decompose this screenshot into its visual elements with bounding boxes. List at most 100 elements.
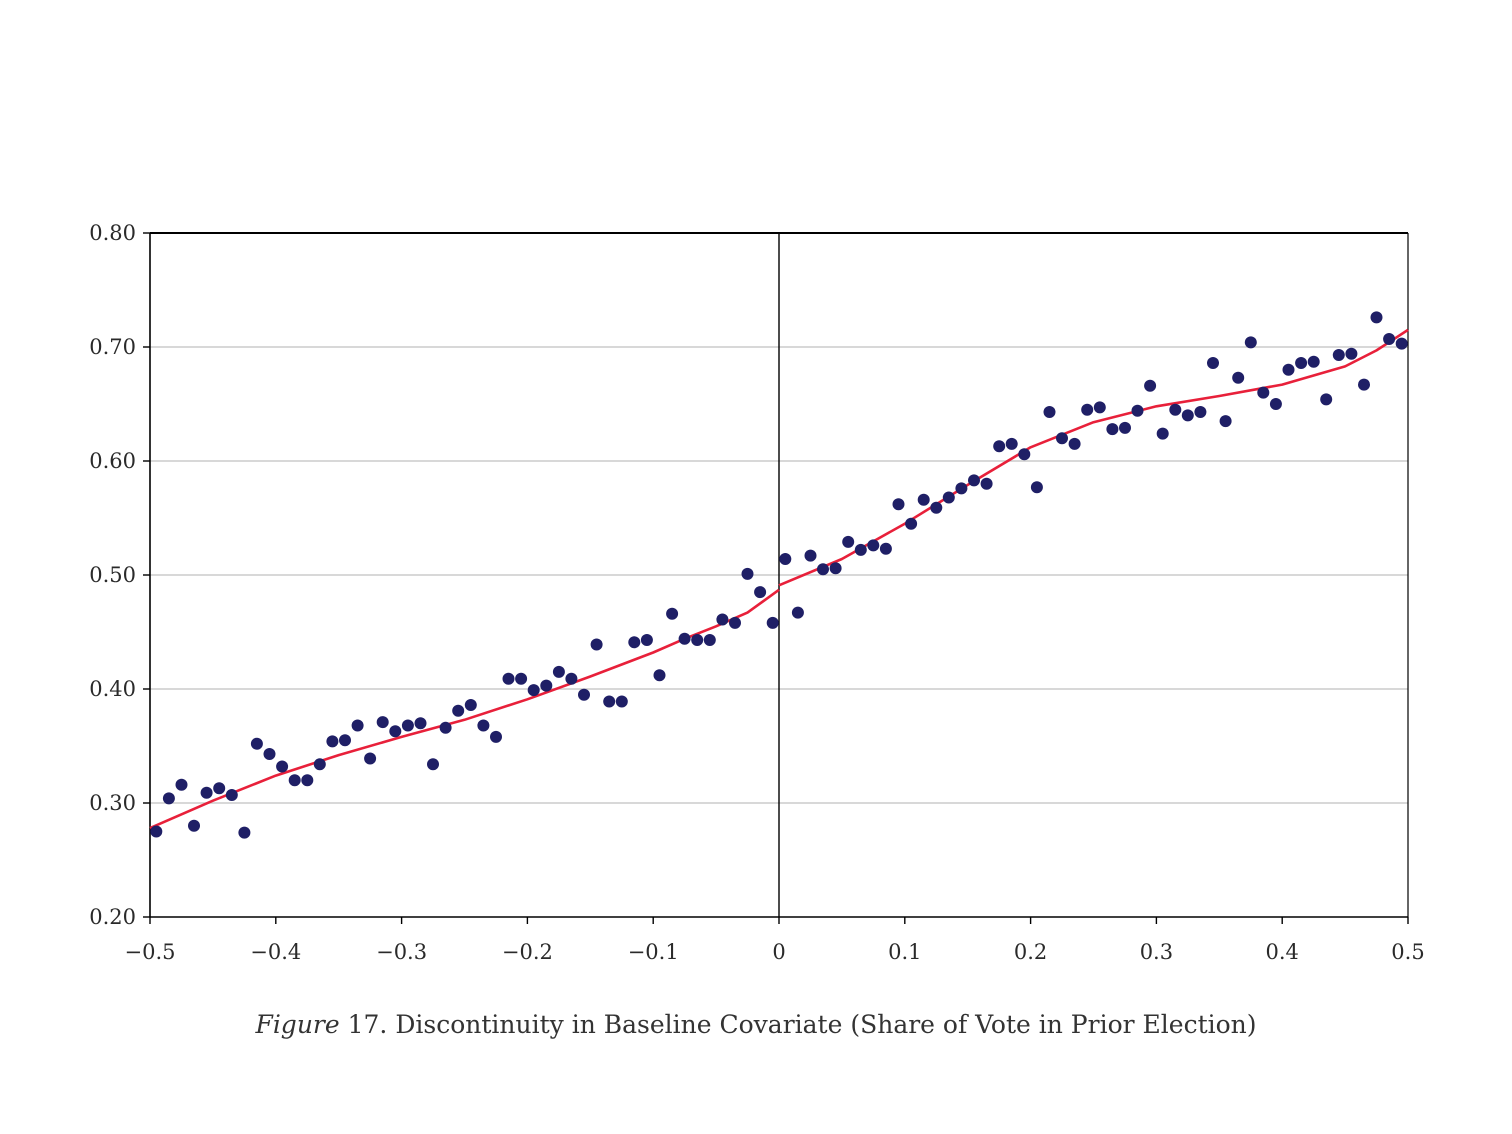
- data-point: [502, 672, 515, 685]
- data-point: [1257, 386, 1270, 399]
- data-point: [414, 717, 427, 730]
- data-point: [980, 477, 993, 490]
- data-point: [653, 669, 666, 682]
- data-point: [250, 737, 263, 750]
- y-tick-label: 0.80: [89, 221, 136, 245]
- data-point: [1030, 481, 1043, 494]
- data-point: [1043, 406, 1056, 418]
- data-point: [968, 474, 980, 487]
- data-point: [993, 440, 1006, 453]
- data-point: [1232, 371, 1245, 384]
- data-point: [1056, 432, 1068, 445]
- data-point: [439, 721, 452, 734]
- y-tick-label: 0.40: [89, 677, 136, 701]
- data-point: [150, 825, 163, 838]
- data-points: [150, 311, 1408, 839]
- caption-text: 17. Discontinuity in Baseline Covariate …: [347, 1010, 1257, 1039]
- y-tick-label: 0.20: [89, 905, 136, 929]
- data-point: [1370, 311, 1383, 324]
- x-tick-label: −0.5: [125, 940, 176, 964]
- data-point: [1307, 355, 1320, 368]
- data-point: [628, 636, 641, 649]
- data-point: [1207, 357, 1219, 369]
- data-point: [276, 760, 289, 773]
- data-point: [162, 792, 175, 805]
- x-tick-label: 0: [772, 940, 785, 964]
- data-point: [879, 542, 892, 555]
- data-point: [188, 819, 200, 832]
- data-point: [1345, 347, 1358, 360]
- data-point: [351, 719, 364, 732]
- data-point: [339, 734, 351, 747]
- data-point: [263, 748, 276, 760]
- data-point: [829, 562, 842, 575]
- data-point: [1194, 406, 1207, 418]
- data-point: [1131, 404, 1144, 417]
- x-tick-label: −0.1: [628, 940, 679, 964]
- data-point: [1295, 357, 1308, 369]
- data-point: [1005, 437, 1018, 450]
- data-point: [716, 613, 729, 626]
- data-point: [565, 672, 578, 685]
- data-point: [515, 672, 528, 685]
- data-point: [1156, 427, 1169, 440]
- x-tick-label: −0.2: [502, 940, 553, 964]
- data-point: [867, 539, 880, 552]
- y-tick-label: 0.50: [89, 563, 136, 587]
- data-point: [200, 786, 213, 799]
- x-tick-label: 0.4: [1265, 940, 1298, 964]
- fitted-lines: [149, 328, 1409, 830]
- data-point: [930, 501, 943, 514]
- data-point: [1018, 448, 1031, 461]
- data-point: [892, 498, 905, 511]
- data-point: [552, 665, 565, 678]
- data-point: [301, 774, 314, 787]
- data-point: [779, 553, 792, 565]
- data-point: [225, 789, 238, 801]
- x-tick-label: 0.1: [888, 940, 921, 964]
- fit-line: [149, 588, 780, 830]
- data-point: [741, 567, 754, 580]
- data-point: [376, 716, 389, 729]
- x-tick-label: −0.3: [376, 940, 427, 964]
- y-tick-label: 0.30: [89, 791, 136, 815]
- data-point: [804, 549, 817, 562]
- data-point: [427, 758, 439, 771]
- data-point: [1358, 378, 1370, 391]
- data-point: [678, 632, 691, 645]
- data-point: [1332, 349, 1345, 361]
- data-point: [942, 491, 955, 504]
- data-point: [452, 704, 465, 717]
- data-point: [1282, 363, 1295, 376]
- data-point: [313, 758, 326, 771]
- data-point: [905, 517, 918, 530]
- data-point: [238, 826, 251, 839]
- x-tick-label: 0.2: [1014, 940, 1047, 964]
- data-point: [766, 616, 779, 629]
- data-point: [1219, 415, 1232, 428]
- data-point: [1144, 379, 1157, 392]
- data-point: [1269, 398, 1282, 410]
- data-point: [590, 638, 603, 651]
- figure-caption: Figure 17. Discontinuity in Baseline Cov…: [0, 1010, 1512, 1039]
- data-point: [175, 778, 188, 791]
- data-point: [754, 586, 767, 599]
- tick-labels: −0.5 −0.4 −0.3 −0.2 −0.1 0 0.1 0.2 0.3 0.4 0.5 0.20…: [89, 221, 1424, 964]
- data-point: [1169, 403, 1182, 416]
- data-point: [729, 616, 741, 629]
- data-point: [401, 719, 414, 732]
- data-point: [213, 782, 226, 795]
- data-point: [817, 563, 829, 576]
- data-point: [490, 730, 502, 743]
- data-point: [288, 774, 301, 787]
- data-point: [464, 699, 477, 711]
- y-tick-label: 0.70: [89, 335, 136, 359]
- y-tick-label: 0.60: [89, 449, 136, 473]
- data-point: [540, 679, 553, 692]
- fit-line: [778, 328, 1409, 587]
- data-point: [603, 695, 616, 708]
- data-point: [691, 634, 704, 646]
- data-point: [477, 719, 490, 732]
- data-point: [1068, 437, 1081, 450]
